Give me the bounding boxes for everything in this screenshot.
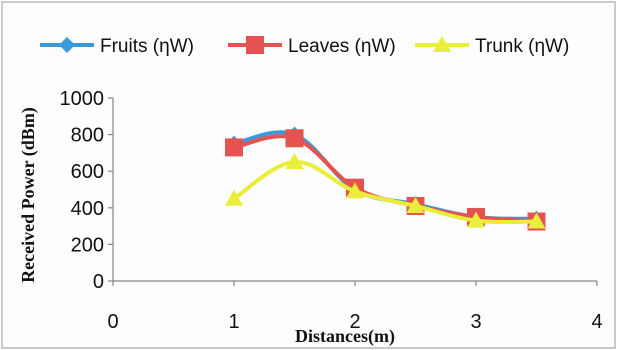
legend-marker	[246, 36, 264, 54]
legend-label: Leaves (ηW)	[288, 36, 396, 57]
data-point	[285, 153, 304, 170]
series-3	[225, 153, 546, 229]
y-axis: 0 200 400 600 800 1000	[60, 88, 114, 293]
data-point	[225, 138, 243, 157]
data-point	[467, 211, 485, 228]
y-tick-label: 200	[71, 234, 104, 256]
y-axis-title: Received Power (dBm)	[18, 107, 39, 283]
data-point	[346, 182, 364, 199]
x-tick-label: 4	[591, 311, 602, 333]
y-tick-label: 600	[71, 161, 104, 183]
y-tick-label: 0	[93, 271, 104, 293]
legend-item: Fruits (ηW)	[40, 36, 194, 57]
x-tick-label: 0	[107, 311, 118, 333]
x-axis-title: Distances(m)	[295, 326, 395, 347]
x-axis: 0 1 2 3 4	[107, 280, 603, 333]
x-tick-label: 1	[228, 311, 239, 333]
legend-item: Leaves (ηW)	[228, 36, 396, 57]
legend-label: Trunk (ηW)	[475, 36, 569, 57]
legend: Fruits (ηW) Leaves (ηW) Trunk (ηW)	[40, 36, 569, 57]
legend-marker	[59, 37, 75, 53]
x-tick-label: 2	[349, 311, 360, 333]
data-point	[225, 189, 243, 206]
data-point	[527, 212, 546, 229]
data-point	[285, 129, 304, 148]
y-tick-label: 1000	[60, 88, 105, 110]
legend-marker	[433, 36, 451, 52]
legend-label: Fruits (ηW)	[100, 36, 194, 57]
y-tick-label: 400	[71, 198, 104, 220]
series-layer	[225, 126, 546, 231]
x-tick-label: 3	[470, 311, 481, 333]
data-point	[406, 196, 425, 213]
y-tick-label: 800	[71, 125, 104, 147]
legend-item: Trunk (ηW)	[415, 36, 569, 57]
